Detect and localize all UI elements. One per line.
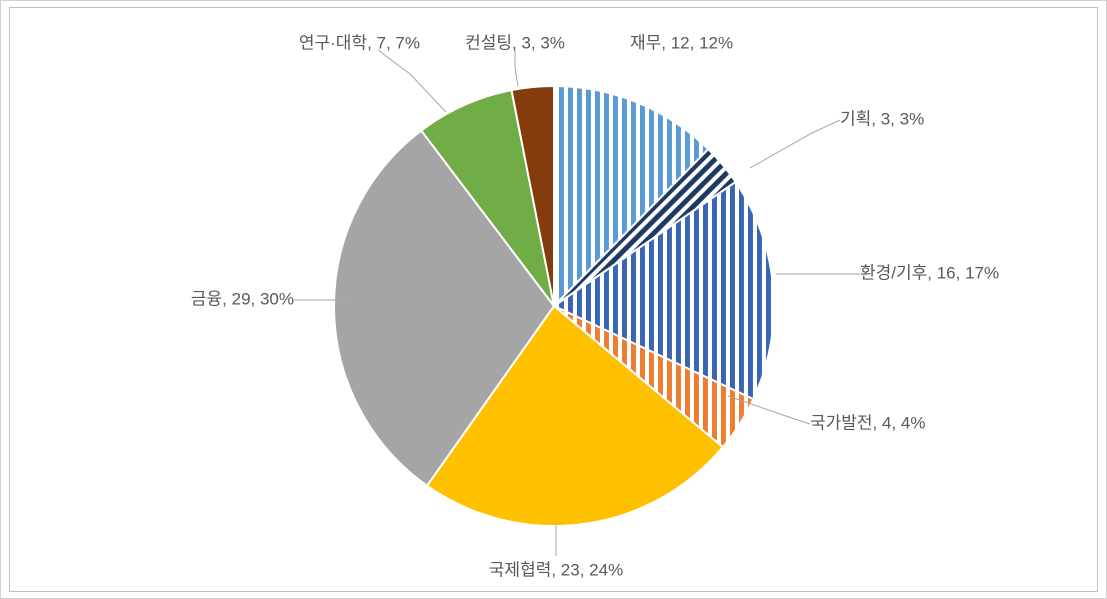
label-환경/기후: 환경/기후, 16, 17%	[860, 263, 999, 282]
leader-컨설팅	[515, 50, 518, 86]
label-국제협력: 국제협력, 23, 24%	[489, 560, 623, 579]
label-금융: 금융, 29, 30%	[191, 289, 294, 308]
label-국가발전: 국가발전, 4, 4%	[810, 413, 925, 432]
leader-기획	[750, 120, 840, 168]
leader-연구·대학	[378, 50, 446, 112]
label-컨설팅: 컨설팅, 3, 3%	[465, 33, 565, 52]
pie-chart: 재무, 12, 12% 기획, 3, 3% 환경/기후, 16, 17% 국가발전, …	[10, 8, 1098, 592]
label-연구·대학: 연구·대학, 7, 7%	[299, 33, 420, 52]
label-재무: 재무, 12, 12%	[630, 33, 733, 52]
label-기획: 기획, 3, 3%	[840, 109, 924, 128]
chart-frame: 재무, 12, 12% 기획, 3, 3% 환경/기후, 16, 17% 국가발전, …	[9, 7, 1098, 592]
outer-frame: 재무, 12, 12% 기획, 3, 3% 환경/기후, 16, 17% 국가발전, …	[0, 0, 1107, 599]
